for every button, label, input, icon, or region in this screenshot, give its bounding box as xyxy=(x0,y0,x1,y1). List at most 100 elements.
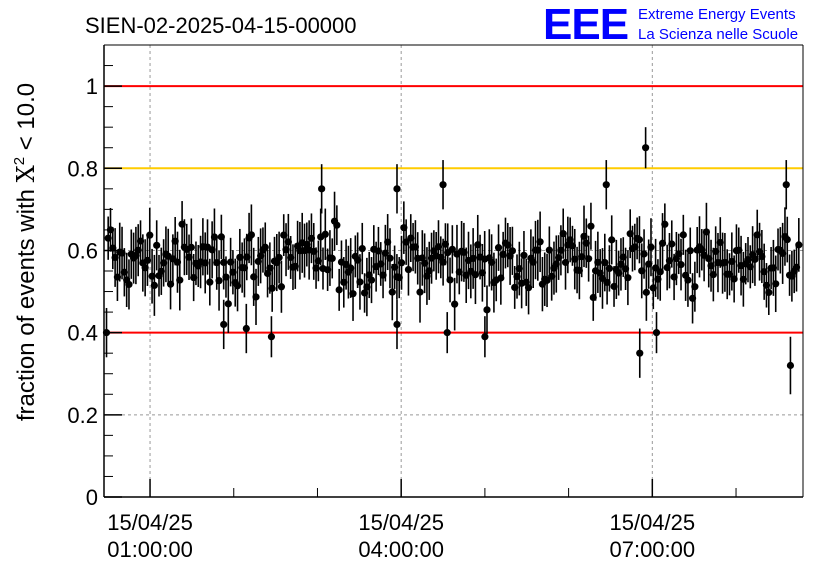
data-point xyxy=(483,306,491,314)
data-point xyxy=(224,300,232,308)
data-point xyxy=(333,221,341,229)
data-point xyxy=(446,276,454,284)
data-point xyxy=(215,277,223,285)
y-tick-label: 0 xyxy=(86,485,98,510)
data-point xyxy=(668,240,676,248)
data-point xyxy=(358,244,366,253)
data-point xyxy=(275,253,283,262)
x-tick-date: 15/04/25 xyxy=(609,510,695,535)
data-point xyxy=(783,235,791,244)
data-point xyxy=(520,251,528,259)
x-tick-date: 15/04/25 xyxy=(107,510,193,535)
logo-line-2: La Scienza nelle Scuole xyxy=(638,26,798,43)
data-point xyxy=(416,288,424,296)
data-point xyxy=(636,349,644,357)
y-tick-label: 1 xyxy=(86,74,98,99)
data-point xyxy=(585,255,593,263)
data-points xyxy=(102,127,803,395)
data-point xyxy=(261,243,269,251)
x-tick-date: 15/04/25 xyxy=(358,510,444,535)
data-point xyxy=(536,238,544,246)
data-point xyxy=(642,144,650,152)
data-point xyxy=(605,264,614,273)
data-point xyxy=(176,276,184,284)
logo-line-1: Extreme Energy Events xyxy=(638,6,796,23)
data-point xyxy=(386,254,394,262)
y-label-superscript: 2 xyxy=(11,157,28,165)
data-point xyxy=(451,300,459,308)
data-point xyxy=(679,231,687,239)
data-point xyxy=(661,220,669,228)
data-point xyxy=(684,276,692,284)
y-label-symbol: X xyxy=(12,165,40,182)
data-point xyxy=(439,181,447,189)
data-point xyxy=(786,361,795,370)
data-point xyxy=(349,290,357,298)
data-point xyxy=(691,283,699,291)
data-point xyxy=(448,245,456,253)
data-point xyxy=(624,274,632,282)
data-point xyxy=(635,236,644,244)
data-point xyxy=(242,324,250,333)
data-point xyxy=(252,293,260,301)
data-point xyxy=(328,254,336,262)
data-point xyxy=(267,333,276,341)
data-point xyxy=(652,329,661,337)
y-tick-label: 0.2 xyxy=(67,403,98,428)
data-point xyxy=(335,286,343,294)
tick-labels: 00.20.40.60.8115/04/2501:00:0015/04/2504… xyxy=(67,74,695,562)
data-point xyxy=(187,243,195,251)
data-point xyxy=(220,320,228,329)
data-point xyxy=(321,230,329,238)
data-point xyxy=(356,278,364,286)
reference-lines xyxy=(104,85,803,334)
y-label-suffix: < 10.0 xyxy=(13,83,40,157)
data-point xyxy=(393,185,401,193)
data-point xyxy=(397,259,406,267)
data-point xyxy=(146,231,154,239)
x-tick-time: 01:00:00 xyxy=(107,537,193,562)
data-point xyxy=(772,280,780,288)
data-point xyxy=(367,276,376,284)
data-point xyxy=(268,284,276,292)
x-tick-time: 07:00:00 xyxy=(609,537,695,562)
data-point xyxy=(608,236,616,244)
data-point xyxy=(206,278,214,286)
data-point xyxy=(602,181,610,189)
data-point xyxy=(125,280,133,289)
data-point xyxy=(404,265,413,274)
y-label-prefix: fraction of events with xyxy=(13,182,40,421)
data-point xyxy=(545,246,553,254)
eee-logo: EEE Extreme Energy Events La Scienza nel… xyxy=(543,0,798,49)
data-point xyxy=(795,241,803,249)
data-point xyxy=(765,288,773,297)
data-point xyxy=(686,247,694,255)
y-tick-label: 0.4 xyxy=(67,321,98,346)
data-point xyxy=(494,244,503,252)
data-point xyxy=(677,260,685,269)
data-point xyxy=(640,250,648,258)
data-point xyxy=(153,241,161,249)
logo-letters: EEE xyxy=(543,0,628,49)
chart-title: SIEN-02-2025-04-15-00000 xyxy=(85,13,357,38)
data-point xyxy=(587,222,595,230)
y-tick-label: 0.8 xyxy=(67,156,98,181)
data-point xyxy=(393,320,401,329)
data-point xyxy=(782,181,790,189)
data-point xyxy=(642,288,650,296)
data-point xyxy=(647,243,655,251)
y-axis-label: fraction of events with X2 < 10.0 xyxy=(11,83,40,421)
data-point xyxy=(388,288,396,296)
data-point xyxy=(318,185,326,193)
data-point xyxy=(730,275,738,283)
data-point xyxy=(508,247,516,255)
data-point xyxy=(150,281,158,289)
data-point xyxy=(443,329,451,337)
data-point xyxy=(277,283,286,291)
x-tick-time: 04:00:00 xyxy=(358,537,444,562)
data-point xyxy=(481,333,489,341)
y-tick-label: 0.6 xyxy=(67,238,98,263)
axes xyxy=(103,44,804,498)
data-point xyxy=(247,231,255,239)
